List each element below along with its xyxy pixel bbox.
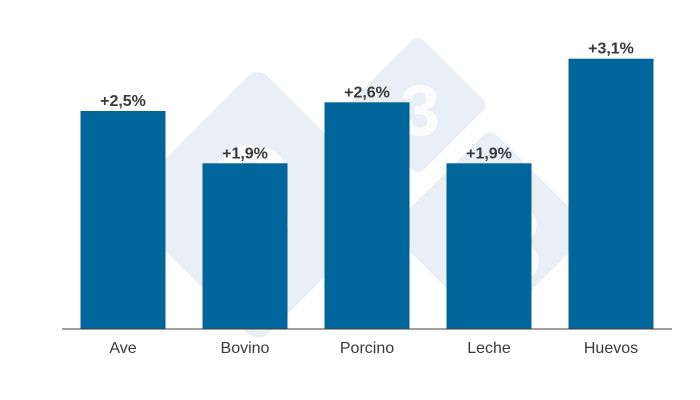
category-label-porcino: Porcino bbox=[340, 340, 394, 357]
bar-leche bbox=[446, 163, 532, 329]
bar-ave bbox=[80, 111, 166, 329]
bar-porcino bbox=[324, 102, 410, 329]
data-label-bovino: +1,9% bbox=[222, 145, 268, 162]
category-label-leche: Leche bbox=[467, 340, 511, 357]
data-label-huevos: +3,1% bbox=[588, 41, 634, 58]
bar-bovino bbox=[202, 163, 288, 329]
category-label-bovino: Bovino bbox=[221, 340, 270, 357]
category-label-ave: Ave bbox=[109, 340, 136, 357]
data-label-leche: +1,9% bbox=[466, 145, 512, 162]
category-label-huevos: Huevos bbox=[584, 340, 638, 357]
data-label-ave: +2,5% bbox=[100, 93, 146, 110]
data-label-porcino: +2,6% bbox=[344, 84, 390, 101]
bar-huevos bbox=[568, 58, 654, 329]
